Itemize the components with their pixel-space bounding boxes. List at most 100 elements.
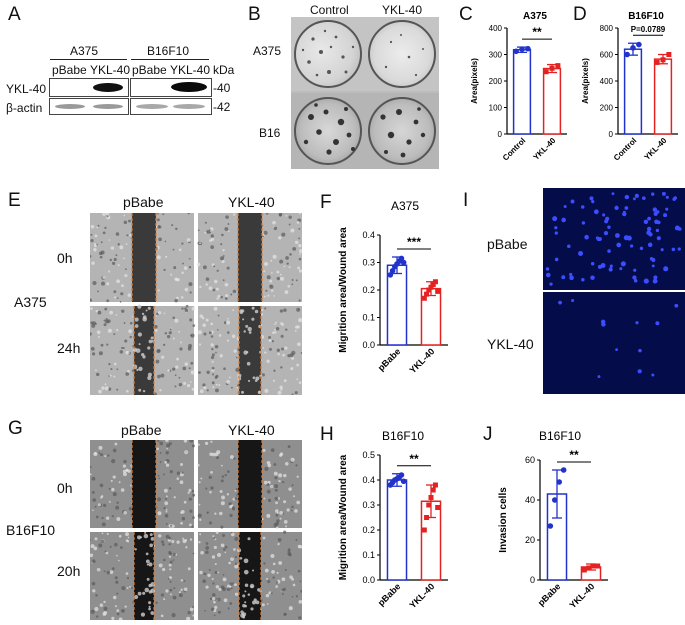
cell-dot	[226, 266, 230, 270]
migrated-cell	[146, 577, 150, 581]
cell-dot	[192, 324, 196, 327]
cell-dot	[127, 469, 131, 473]
migrated-cell	[138, 343, 141, 346]
cell-dot	[283, 473, 287, 478]
cell-dot	[214, 571, 218, 574]
cell-dot	[102, 612, 107, 616]
data-point	[513, 48, 519, 55]
data-point	[551, 497, 558, 503]
data-point	[590, 563, 596, 569]
cell-dot	[298, 269, 303, 273]
cell-dot	[164, 460, 168, 464]
cell-dot	[173, 266, 177, 270]
cell-dot	[216, 297, 219, 300]
x-tick-label: YKL-40	[643, 136, 669, 162]
y-tick-label: 100	[489, 104, 503, 113]
cell-dot	[290, 509, 293, 512]
cell-dot	[174, 385, 177, 388]
cell-dot	[222, 255, 225, 257]
cell-dot	[100, 343, 104, 347]
cell-dot	[284, 569, 287, 572]
cell-dot	[89, 538, 91, 541]
cell-dot	[101, 522, 106, 527]
cell-dot	[113, 333, 116, 336]
nucleus-dot	[646, 226, 652, 232]
cell-dot	[199, 314, 203, 318]
cell-dot	[226, 339, 230, 342]
migrated-cell	[250, 585, 253, 588]
cell-dot	[224, 227, 229, 231]
cell-dot	[232, 582, 235, 584]
cell-dot	[125, 243, 128, 246]
cell-dot	[165, 508, 168, 511]
cell-dot	[171, 539, 175, 544]
cell-dot	[189, 509, 193, 513]
nucleus-dot	[581, 221, 586, 225]
cell-dot	[226, 587, 231, 591]
cell-dot	[110, 479, 113, 482]
nucleus-dot	[607, 249, 611, 253]
cell-dot	[223, 548, 226, 551]
cell-dot	[273, 369, 276, 372]
cell-dot	[172, 367, 176, 371]
cell-dot	[224, 551, 227, 554]
cell-dot	[118, 481, 121, 484]
cell-dot	[220, 585, 225, 590]
cell-dot	[215, 388, 219, 393]
y-tick-label: 40	[525, 495, 535, 505]
data-point	[549, 65, 555, 71]
y-tick-label: 400	[600, 77, 614, 86]
cell-dot	[274, 328, 276, 331]
cell-dot	[215, 455, 219, 459]
cell-dot	[233, 548, 236, 551]
cell-dot	[115, 580, 119, 584]
cell-dot	[290, 228, 295, 233]
migrated-cell	[250, 607, 254, 611]
cell-dot	[296, 307, 301, 312]
cell-dot	[88, 332, 92, 336]
cell-dot	[215, 531, 219, 534]
cell-dot	[164, 513, 169, 518]
blot-ykl40-a375	[49, 78, 129, 97]
significance-label: ***	[407, 235, 421, 249]
cell-dot	[103, 323, 107, 327]
cell-dot	[215, 287, 219, 291]
wound-healing-image-a375	[88, 211, 304, 397]
cell-dot	[154, 329, 158, 332]
cell-dot	[168, 331, 172, 335]
cell-dot	[95, 369, 97, 372]
cell-dot	[266, 275, 271, 280]
cell-dot	[224, 282, 229, 287]
wound-g-col-pbabe: pBabe	[121, 422, 162, 438]
blot-group-line-b16f10	[131, 59, 209, 60]
nucleus-dot	[616, 242, 622, 248]
cell-dot	[204, 231, 207, 234]
cell-dot	[114, 442, 118, 446]
cell-dot	[112, 448, 117, 453]
cell-dot	[271, 570, 275, 574]
cell-dot	[292, 583, 296, 587]
migrated-cell	[251, 306, 255, 310]
cell-dot	[273, 463, 277, 466]
cell-dot	[165, 463, 170, 467]
migrated-cell	[143, 533, 149, 539]
nucleus-dot	[635, 321, 639, 325]
cell-dot	[183, 500, 187, 504]
x-tick-label: pBabe	[536, 581, 563, 608]
cell-dot	[196, 463, 200, 467]
migrated-cell	[244, 590, 247, 593]
y-tick-label: 0.5	[362, 450, 375, 460]
cell-dot	[205, 277, 210, 281]
cell-dot	[210, 237, 215, 242]
cell-dot	[203, 572, 207, 576]
data-point	[560, 467, 567, 473]
cell-dot	[164, 240, 167, 243]
cell-dot	[191, 489, 195, 493]
cell-dot	[211, 360, 214, 363]
cell-dot	[230, 532, 235, 537]
cell-dot	[291, 595, 294, 598]
cell-dot	[233, 349, 237, 353]
cell-dot	[203, 386, 207, 390]
nucleus-dot	[652, 207, 658, 212]
cell-dot	[187, 346, 192, 351]
